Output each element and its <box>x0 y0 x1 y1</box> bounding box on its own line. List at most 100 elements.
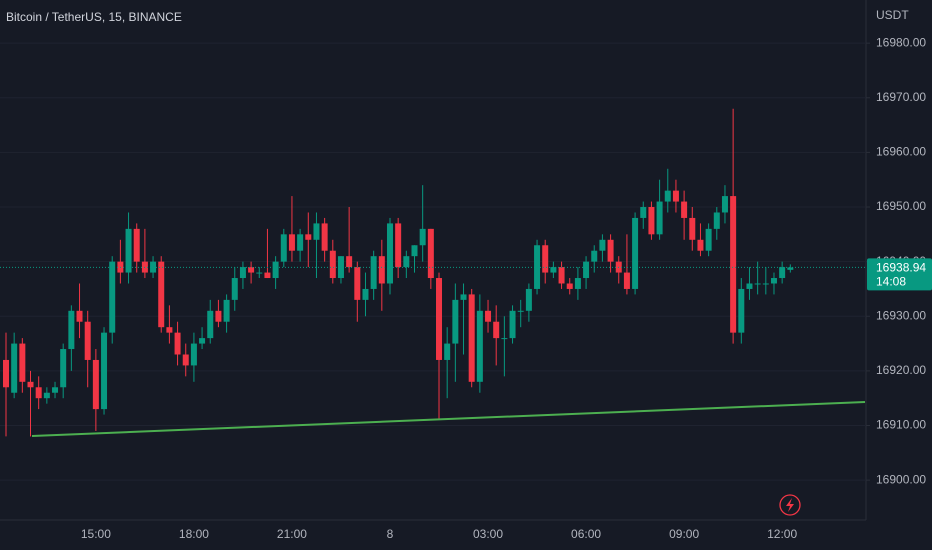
y-tick-label: 16960.00 <box>876 145 926 159</box>
trend-line[interactable] <box>31 401 866 437</box>
candle-body <box>248 267 255 273</box>
candle-body <box>721 196 728 213</box>
candle-body <box>223 299 230 322</box>
candle-body <box>730 196 737 333</box>
candle-body <box>305 234 312 240</box>
candle-body <box>313 223 320 240</box>
candle-body <box>256 272 263 274</box>
x-tick-label: 15:00 <box>81 527 111 541</box>
x-tick-label: 03:00 <box>473 527 503 541</box>
candle-body <box>525 288 532 311</box>
candle-body <box>427 228 434 279</box>
candle-body <box>231 278 238 300</box>
candle-body <box>632 217 639 289</box>
last-price-label: 16938.94 <box>876 261 926 275</box>
candle-body <box>280 234 287 262</box>
candle-body <box>779 267 786 279</box>
candle-body <box>109 261 116 333</box>
y-tick-label: 16900.00 <box>876 472 926 486</box>
y-tick-label: 16980.00 <box>876 35 926 49</box>
candle-body <box>3 359 9 388</box>
candle-body <box>264 272 271 279</box>
candle-body <box>68 310 75 350</box>
candle-body <box>133 228 140 262</box>
candle-body <box>550 267 557 273</box>
candle-body <box>35 387 42 399</box>
candle-body <box>215 310 222 322</box>
candle-body <box>583 261 590 279</box>
candle-body <box>623 272 630 289</box>
candle-body <box>297 234 304 251</box>
candle-body <box>705 228 712 251</box>
candle-body <box>386 223 393 284</box>
candle-body <box>574 278 581 289</box>
candle-body <box>485 310 492 322</box>
candle-body <box>11 343 18 393</box>
candle-body <box>329 250 336 279</box>
candle-body <box>591 250 598 262</box>
candle-body <box>174 332 181 355</box>
candle-body <box>272 261 279 279</box>
candle-body <box>468 294 475 382</box>
candle-body <box>190 343 197 366</box>
candle-body <box>346 256 353 268</box>
candle-body <box>640 207 647 218</box>
candle-body <box>681 201 688 218</box>
candle-body <box>542 245 549 273</box>
candle-body <box>92 359 99 410</box>
candle-body <box>182 354 189 366</box>
candle-body <box>648 207 655 235</box>
candle-body <box>476 310 483 382</box>
candle-body <box>517 310 524 312</box>
candle-body <box>378 256 385 284</box>
candle-body <box>288 234 295 251</box>
candle-body <box>19 343 26 382</box>
candle-body <box>558 267 565 284</box>
candle-body <box>656 201 663 235</box>
candle-body <box>199 338 206 344</box>
candle-body <box>599 239 606 251</box>
candle-body <box>60 349 67 388</box>
candle-body <box>509 310 516 339</box>
candle-body <box>419 228 426 246</box>
chart-title: Bitcoin / TetherUS, 15, BINANCE <box>6 10 182 24</box>
y-tick-label: 16950.00 <box>876 199 926 213</box>
candle-body <box>672 190 679 202</box>
candle-body <box>395 223 402 268</box>
candle-body <box>754 283 761 285</box>
candle-body <box>84 321 91 360</box>
candle-body <box>337 256 344 279</box>
candle-body <box>436 278 443 360</box>
y-tick-label: 16930.00 <box>876 308 926 322</box>
plot <box>0 42 866 481</box>
candle-body <box>607 239 614 262</box>
candle-body <box>370 256 377 289</box>
y-tick-label: 16920.00 <box>876 363 926 377</box>
candle-body <box>787 267 794 270</box>
candle-body <box>52 387 59 393</box>
candle-body <box>27 381 34 388</box>
candle-body <box>746 283 753 289</box>
candle-body <box>101 332 108 410</box>
candle-body <box>362 288 369 300</box>
lightning-icon[interactable] <box>779 494 801 516</box>
candle-body <box>239 267 246 279</box>
candle-body <box>166 327 173 333</box>
x-tick-label: 8 <box>387 527 394 541</box>
countdown-label: 14:08 <box>876 275 906 289</box>
candle-body <box>411 245 418 257</box>
x-tick-label: 12:00 <box>767 527 797 541</box>
candle-body <box>354 267 361 300</box>
candle-body <box>321 223 328 251</box>
last-price-tag <box>867 258 932 291</box>
candle-body <box>207 310 214 339</box>
candle-body <box>493 321 500 339</box>
candle-body <box>566 283 573 289</box>
candle-body <box>158 261 165 328</box>
candle-body <box>713 212 720 229</box>
candle-body <box>444 343 451 360</box>
x-tick-label: 18:00 <box>179 527 209 541</box>
candle-body <box>770 278 777 284</box>
candle-body <box>501 338 508 340</box>
